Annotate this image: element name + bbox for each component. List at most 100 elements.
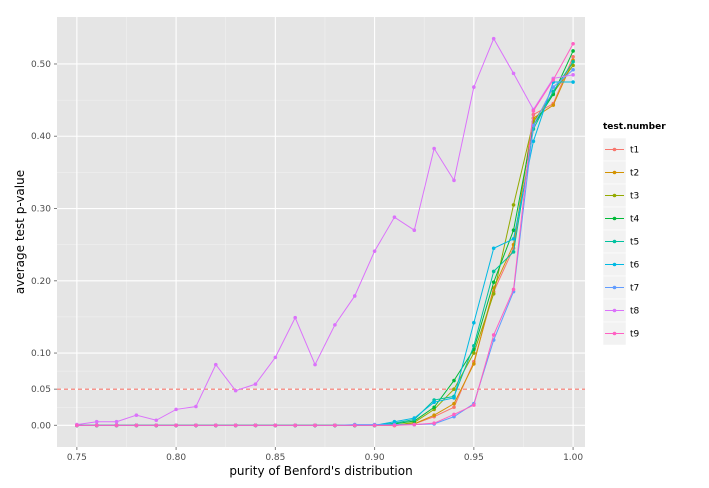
- legend-key-point: [612, 285, 617, 290]
- data-point-t9: [511, 287, 516, 292]
- data-point-t8: [174, 407, 178, 412]
- y-tick-label: 0.10: [31, 349, 51, 359]
- y-tick-label: 0.40: [31, 132, 51, 142]
- data-point-t5: [511, 250, 516, 254]
- data-point-t8: [253, 382, 258, 386]
- data-point-t8: [213, 362, 218, 367]
- data-point-t9: [134, 423, 139, 428]
- data-point-t9: [452, 412, 456, 417]
- data-point-t6: [511, 237, 516, 241]
- data-point-t9: [571, 41, 575, 46]
- legend-item-t4: t4: [602, 206, 640, 231]
- legend-key-point: [612, 308, 617, 313]
- legend-key-point: [612, 147, 617, 152]
- legend-title: test.number: [603, 122, 666, 132]
- data-point-t9: [333, 423, 337, 428]
- data-point-t6: [531, 139, 536, 144]
- data-point-t8: [273, 355, 278, 360]
- legend-item-t6: t6: [602, 252, 640, 277]
- legend-label: t5: [630, 238, 639, 248]
- data-point-t6: [452, 396, 456, 400]
- legend-label: t4: [630, 215, 640, 225]
- data-point-t9: [253, 423, 258, 428]
- legend: test.number t1 t2 t3 t4 t5 t6 t7 t8 t9: [602, 122, 666, 346]
- data-point-t7: [551, 85, 556, 89]
- data-point-t3: [491, 291, 496, 296]
- series-t8: [75, 36, 575, 427]
- legend-key-point: [612, 239, 617, 244]
- data-point-t9: [392, 423, 397, 428]
- data-point-t7: [571, 67, 575, 72]
- data-point-t9: [372, 423, 377, 428]
- data-point-t4: [452, 378, 456, 383]
- series-layer: [75, 36, 575, 428]
- data-point-t6: [432, 400, 436, 404]
- series-t9: [75, 41, 575, 428]
- data-point-t9: [154, 423, 159, 428]
- legend-key-point: [612, 262, 617, 267]
- data-point-t9: [472, 403, 476, 407]
- y-axis-title: average test p-value: [13, 170, 27, 294]
- panel-background: [57, 17, 585, 447]
- data-point-t8: [233, 388, 238, 393]
- data-point-t8: [114, 419, 119, 424]
- x-axis-title: purity of Benford's distribution: [229, 464, 412, 478]
- minor-gridlines: [57, 17, 585, 447]
- data-point-t9: [412, 422, 417, 427]
- legend-item-t9: t9: [602, 321, 640, 346]
- legend-label: t1: [630, 146, 639, 156]
- data-point-t5: [551, 89, 556, 94]
- data-point-t3: [571, 63, 575, 68]
- data-point-t2: [452, 401, 456, 406]
- data-point-t9: [313, 423, 317, 428]
- data-point-t4: [432, 405, 436, 410]
- legend-key-point: [612, 170, 617, 175]
- legend-label: t6: [630, 261, 640, 271]
- data-point-t5: [472, 344, 476, 348]
- y-tick-label: 0.05: [31, 385, 51, 395]
- data-point-t8: [194, 404, 198, 409]
- data-point-t4: [511, 228, 516, 232]
- data-point-t2: [551, 103, 556, 107]
- x-tick-label: 0.80: [166, 453, 186, 463]
- data-point-t6: [412, 416, 417, 420]
- data-point-t8: [472, 85, 476, 89]
- legend-item-t2: t2: [602, 160, 639, 185]
- legend-item-t1: t1: [602, 137, 639, 162]
- series-line-t9: [76, 43, 574, 426]
- data-point-t9: [531, 109, 536, 113]
- data-point-t2: [432, 413, 436, 418]
- x-axis: 0.75 0.80 0.85 0.90 0.95 1.00: [67, 447, 583, 463]
- x-tick-label: 0.95: [464, 453, 484, 463]
- data-point-t9: [273, 423, 278, 428]
- data-point-t8: [412, 228, 417, 232]
- legend-key-point: [612, 216, 617, 221]
- y-tick-label: 0.30: [31, 205, 51, 215]
- data-point-t9: [194, 423, 198, 428]
- data-point-t9: [75, 423, 79, 428]
- data-point-t3: [511, 203, 516, 207]
- data-point-t9: [293, 423, 297, 428]
- data-point-t8: [491, 36, 496, 41]
- data-point-t4: [491, 280, 496, 285]
- data-point-t1: [571, 54, 575, 59]
- data-point-t9: [432, 421, 436, 425]
- data-point-t9: [213, 423, 218, 428]
- data-point-t6: [472, 320, 476, 325]
- data-point-t8: [452, 178, 456, 183]
- data-point-t6: [571, 80, 575, 84]
- data-point-t8: [333, 323, 337, 327]
- data-point-t8: [571, 73, 575, 77]
- y-tick-label: 0.20: [31, 277, 51, 287]
- legend-key-point: [612, 193, 617, 198]
- data-point-t3: [472, 351, 476, 355]
- y-tick-label: 0.50: [31, 60, 51, 70]
- data-point-t6: [392, 419, 397, 424]
- data-point-t8: [293, 315, 297, 320]
- data-point-t9: [174, 423, 178, 428]
- data-point-t8: [511, 71, 516, 76]
- data-point-t5: [571, 60, 575, 64]
- legend-label: t9: [630, 330, 640, 340]
- x-tick-label: 0.75: [67, 453, 87, 463]
